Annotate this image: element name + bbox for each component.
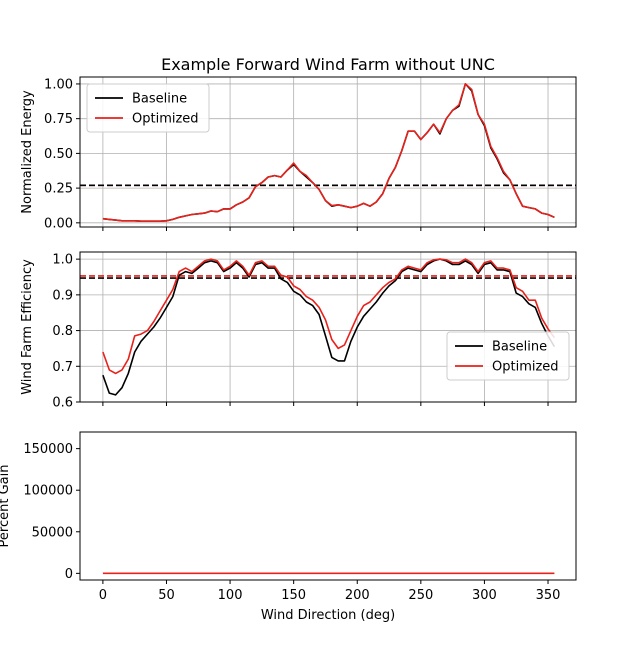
y-axis-label: Normalized Energy: [20, 90, 35, 214]
chart-panel-3: 0 50 100 150 200 250 300 350 0 50000 100000 150000 P…: [0, 431, 577, 603]
y-axis-label: Percent Gain: [0, 465, 12, 548]
y-axis-label: Wind Farm Efficiency: [20, 259, 35, 395]
x-tick-label: 350: [536, 588, 561, 603]
x-tick-label: 200: [345, 588, 370, 603]
legend-label: Baseline: [132, 92, 187, 107]
y-tick-label: 0: [65, 567, 73, 582]
figure-title: Example Forward Wind Farm without UNC: [161, 55, 495, 74]
legend-box: [86, 83, 210, 133]
legend: Baseline Optimized: [446, 331, 570, 381]
legend: Baseline Optimized: [86, 83, 210, 133]
legend-label: Baseline: [492, 340, 547, 355]
x-tick-label: 250: [408, 588, 433, 603]
x-tick-label: 0: [99, 588, 107, 603]
series-line-baseline: [102, 258, 556, 396]
series-line-optimized: [102, 83, 555, 222]
y-tick-label: 0.25: [44, 182, 73, 197]
y-tick-label: 0.7: [52, 360, 73, 375]
y-tick-label: 0.9: [52, 288, 73, 303]
x-axis-label: Wind Direction (deg): [261, 608, 395, 623]
legend-label: Optimized: [132, 112, 199, 127]
x-tick-label: 100: [218, 588, 243, 603]
y-tick-label: 0.00: [44, 216, 73, 231]
plot-frame: [79, 251, 577, 403]
chart-panel-2: 0.6 0.7 0.8 0.9 1.0 Wind Farm Efficiency Basel…: [20, 251, 577, 411]
y-tick-label: 0.50: [44, 147, 73, 162]
plot-frame: [79, 431, 577, 581]
legend-label: Optimized: [492, 360, 559, 375]
y-tick-label: 0.6: [52, 396, 73, 411]
y-tick-label: 1.00: [44, 77, 73, 92]
y-tick-label: 0.75: [44, 112, 73, 127]
series-line-optimized: [102, 258, 556, 375]
y-tick-label: 100000: [23, 484, 73, 499]
plot-frame: [79, 76, 577, 228]
y-tick-label: 150000: [23, 442, 73, 457]
x-tick-label: 50: [158, 588, 175, 603]
x-tick-label: 150: [281, 588, 306, 603]
y-tick-label: 1.0: [52, 253, 73, 268]
legend-box: [446, 331, 570, 381]
chart-panel-1: 0.00 0.25 0.50 0.75 1.00 Normalized Energy Bas…: [20, 76, 577, 231]
x-tick-label: 300: [472, 588, 497, 603]
y-tick-label: 0.8: [52, 324, 73, 339]
y-tick-label: 50000: [32, 525, 73, 540]
